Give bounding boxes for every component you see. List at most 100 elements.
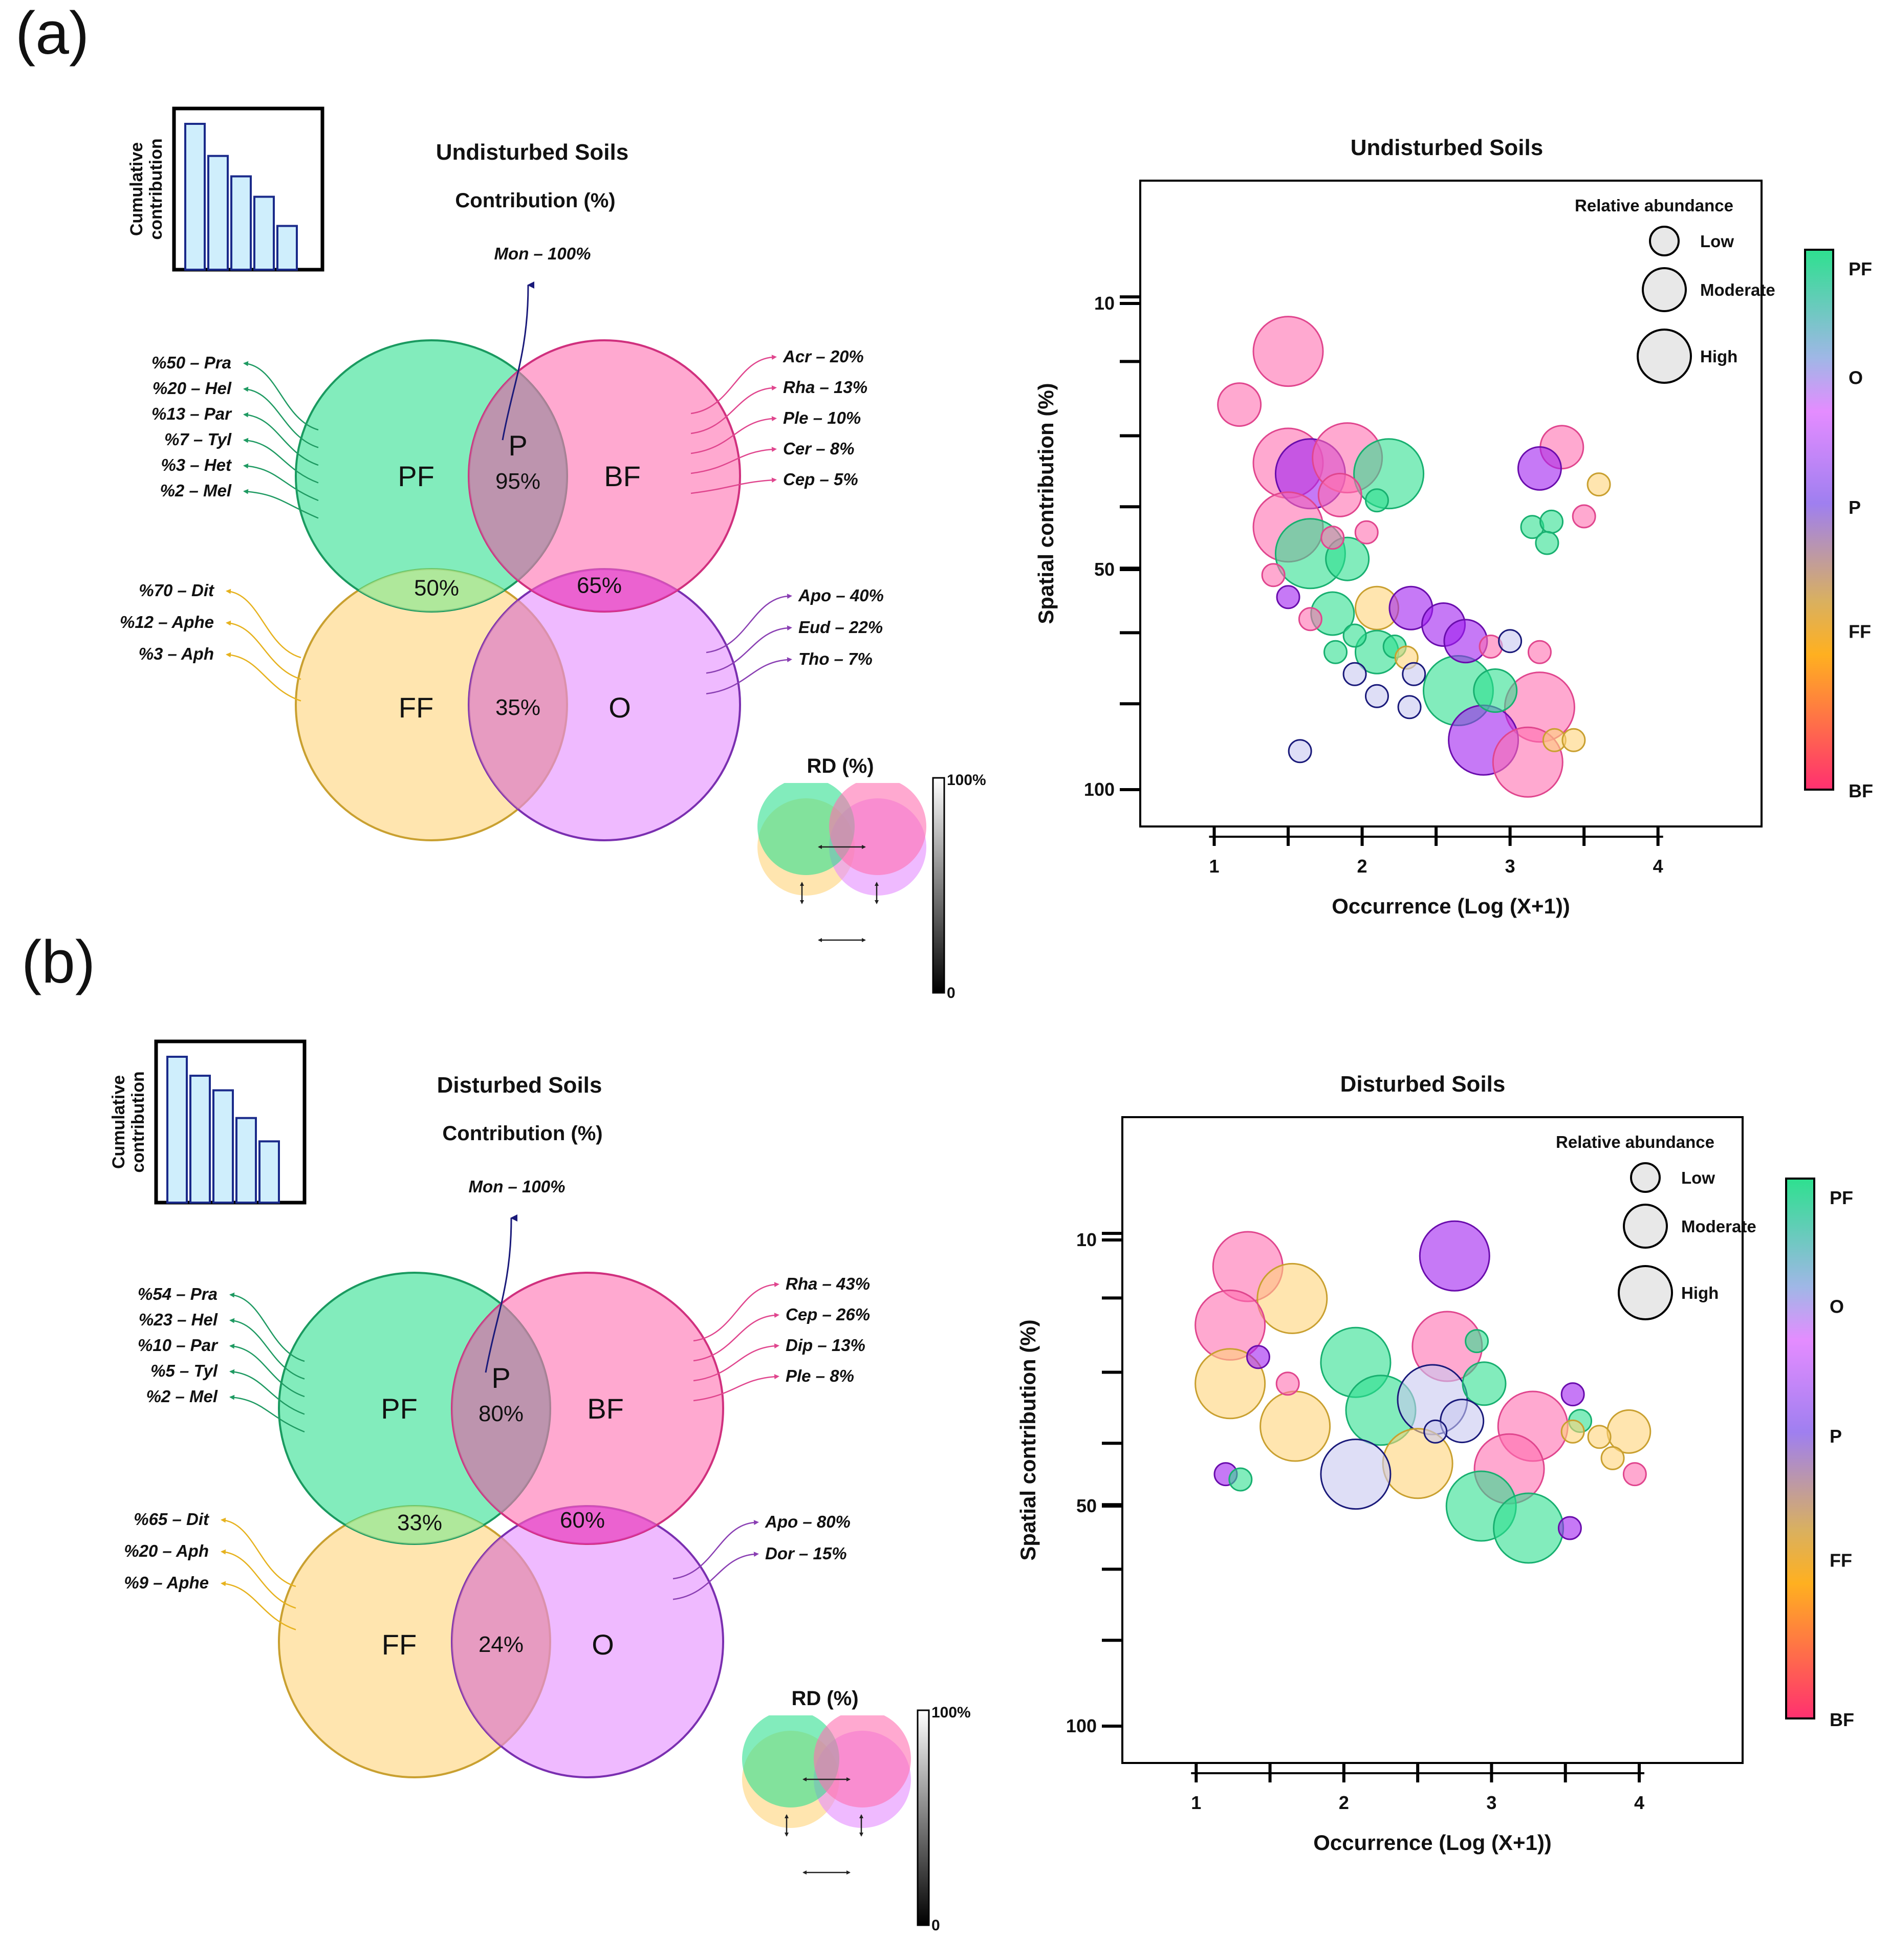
bubble-o bbox=[1440, 1399, 1485, 1444]
group-colorbar bbox=[1785, 1178, 1815, 1719]
y-axis-title: Spatial contribution (%) bbox=[1034, 383, 1058, 624]
rd-title: RD (%) bbox=[807, 755, 874, 777]
rd-max: 100% bbox=[931, 1704, 971, 1721]
colorbar-label: PF bbox=[1830, 1187, 1853, 1208]
bubble-o bbox=[1342, 662, 1367, 686]
cumulative-bar bbox=[230, 175, 252, 271]
plot-frame bbox=[1121, 1116, 1744, 1764]
cumulative-bar bbox=[253, 195, 275, 271]
cumulative-bar bbox=[235, 1117, 257, 1204]
venn-label-o: O bbox=[592, 1628, 614, 1661]
cumulative-bar bbox=[184, 123, 206, 271]
ff-taxon-arrow bbox=[226, 652, 301, 702]
colorbar-label: O bbox=[1849, 367, 1863, 388]
pf-taxon: %3 – Het bbox=[161, 455, 232, 474]
pf-taxon-arrow bbox=[243, 412, 319, 466]
size-legend-label: Moderate bbox=[1681, 1217, 1756, 1236]
pf-taxon: %10 – Par bbox=[138, 1336, 219, 1355]
ff-taxon-arrow bbox=[221, 1517, 296, 1587]
size-legend-circle bbox=[1649, 226, 1680, 256]
pf-taxon-arrow bbox=[229, 1318, 305, 1380]
size-legend-label: High bbox=[1681, 1283, 1719, 1302]
bf-taxon: Ple – 8% bbox=[786, 1366, 854, 1385]
bubble-bf bbox=[1622, 1462, 1647, 1487]
bf-taxon: Cer – 8% bbox=[783, 439, 854, 458]
chart-title: Disturbed Soils bbox=[1340, 1072, 1506, 1097]
bubble-o bbox=[1364, 684, 1389, 708]
rd-colorbar bbox=[932, 777, 945, 994]
venn-overlap-bf-o bbox=[518, 1506, 657, 1544]
rd-title: RD (%) bbox=[791, 1687, 858, 1710]
pf-taxon: %2 – Mel bbox=[160, 481, 232, 500]
panel-a: (a) Cumulativecontribution Undisturbed Soi… bbox=[15, 0, 1873, 1001]
bf-taxon-arrow bbox=[693, 1374, 779, 1402]
y-tick-label: 10 bbox=[1094, 293, 1115, 314]
panel-label: (b) bbox=[21, 928, 95, 996]
mon-label: Mon – 100% bbox=[494, 244, 591, 263]
y-tick-label: 100 bbox=[1084, 779, 1115, 800]
venn-subtitle: Contribution (%) bbox=[442, 1122, 602, 1145]
colorbar-label: FF bbox=[1849, 621, 1871, 642]
bubble-bf bbox=[1261, 563, 1286, 587]
pf-taxon-arrow bbox=[229, 1292, 305, 1362]
bubble-pf bbox=[1535, 531, 1559, 555]
bubble-pf bbox=[1493, 1492, 1565, 1564]
venn-ff-o-value: 35% bbox=[495, 695, 540, 720]
y-tick-label: 10 bbox=[1076, 1229, 1097, 1250]
bubble-o bbox=[1402, 662, 1426, 686]
bubble-o bbox=[1423, 1419, 1448, 1444]
size-legend-circle bbox=[1618, 1265, 1673, 1320]
bubble-bf bbox=[1354, 520, 1379, 545]
o-taxon: Dor – 15% bbox=[765, 1544, 847, 1563]
rd-colorbar bbox=[917, 1709, 930, 1926]
ff-taxon: %9 – Aphe bbox=[124, 1573, 209, 1592]
pf-taxon: %13 – Par bbox=[151, 404, 232, 423]
o-taxon-arrow bbox=[706, 657, 792, 694]
bubble-bf bbox=[1320, 526, 1345, 550]
bf-taxon-arrow bbox=[693, 1343, 779, 1382]
venn-label-ff: FF bbox=[382, 1628, 417, 1661]
venn-label-p: P bbox=[491, 1362, 510, 1394]
mon-label: Mon – 100% bbox=[469, 1177, 566, 1196]
rd-circle-pf bbox=[757, 778, 855, 875]
size-legend-label: High bbox=[1700, 347, 1737, 366]
y-tick-label: 50 bbox=[1094, 559, 1115, 580]
ff-taxon-arrow bbox=[226, 620, 301, 680]
rd-mask bbox=[770, 778, 914, 783]
pf-taxon-arrow bbox=[229, 1395, 305, 1433]
ff-taxon-arrow bbox=[221, 1549, 296, 1609]
venn-overlap-pf-ff bbox=[358, 569, 505, 612]
bubble-o bbox=[1320, 1439, 1392, 1510]
x-tick-label: 3 bbox=[1486, 1792, 1496, 1813]
size-legend-circle bbox=[1623, 1204, 1668, 1249]
size-legend-label: Moderate bbox=[1700, 280, 1775, 299]
pf-taxon-arrow bbox=[243, 463, 319, 502]
size-legend-circle bbox=[1637, 329, 1692, 384]
bubble-bf bbox=[1572, 504, 1596, 529]
venn-label-bf: BF bbox=[587, 1392, 624, 1425]
bubble-bf bbox=[1275, 1371, 1300, 1396]
venn-overlap-pf-bf bbox=[451, 1303, 550, 1513]
pf-taxon: %5 – Tyl bbox=[150, 1361, 218, 1380]
x-axis-title: Occurrence (Log (X+1)) bbox=[1313, 1831, 1552, 1855]
bubble-ff bbox=[1256, 1262, 1328, 1334]
venn-label-ff: FF bbox=[399, 691, 433, 724]
size-legend-label: Low bbox=[1681, 1168, 1715, 1187]
venn-pf-ff-value: 33% bbox=[397, 1510, 442, 1535]
y-tick-label: 50 bbox=[1076, 1495, 1097, 1516]
venn-p-value: 80% bbox=[479, 1401, 524, 1426]
bf-taxon: Rha – 43% bbox=[786, 1274, 870, 1293]
o-taxon: Eud – 22% bbox=[798, 618, 883, 637]
panel-b: (b) Cumulativecontribution Disturbed Soils… bbox=[21, 928, 1854, 1934]
colorbar-label: BF bbox=[1849, 780, 1873, 801]
bf-taxon: Ple – 10% bbox=[783, 408, 861, 427]
venn-overlap-ff-o bbox=[451, 1537, 550, 1747]
bubble-ff bbox=[1587, 1425, 1612, 1449]
size-legend-title: Relative abundance bbox=[1556, 1133, 1714, 1151]
x-tick-label: 2 bbox=[1339, 1792, 1349, 1813]
bubble-ff bbox=[1560, 1419, 1585, 1444]
bubble-p bbox=[1517, 446, 1562, 491]
pf-taxon: %50 – Pra bbox=[151, 353, 231, 372]
bubble-bf bbox=[1252, 316, 1324, 387]
